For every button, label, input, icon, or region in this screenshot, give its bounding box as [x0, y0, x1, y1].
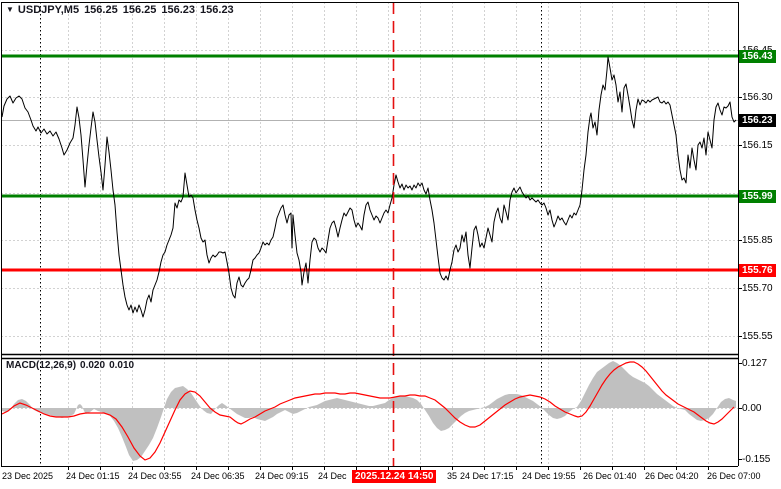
macd-main-value: 0.020 — [80, 360, 106, 371]
macd-axis-label: 0.00 — [742, 403, 762, 414]
time-axis-label: 23 Dec 2025 — [2, 471, 54, 481]
time-axis-label: 24 Dec 09:15 — [255, 471, 309, 481]
macd-signal-line — [1, 361, 735, 461]
time-axis-label: 24 Dec 01:15 — [66, 471, 120, 481]
ohlc-open: 156.25 — [84, 4, 118, 16]
price-axis-badge: 155.99 — [739, 190, 776, 203]
price-axis-label: 155.70 — [742, 283, 773, 294]
symbol-dropdown-icon[interactable]: ▼ — [6, 5, 14, 14]
price-axis-label: 155.55 — [742, 331, 773, 342]
marked-time-badge: 2025.12.24 14:50 — [352, 470, 437, 483]
price-axis-badge: 156.23 — [739, 114, 776, 127]
time-axis-label: 24 Dec 06:35 — [191, 471, 245, 481]
chart-header: ▼ USDJPY,M5 156.25 156.25 156.23 156.23 — [6, 4, 239, 16]
price-axis-badge: 155.76 — [739, 264, 776, 277]
macd-name: MACD(12,26,9) — [6, 360, 77, 371]
price-axis-label: 155.85 — [742, 235, 773, 246]
time-axis-label: 24 Dec — [318, 471, 347, 481]
time-axis-label: 35 — [447, 471, 458, 481]
macd-axis-label: -0.155 — [742, 454, 771, 465]
time-axis-label: 26 Dec 01:40 — [583, 471, 637, 481]
macd-axis-label: 0.127 — [742, 358, 768, 369]
price-axis-label: 156.30 — [742, 92, 773, 103]
macd-indicator-label: MACD(12,26,9) 0.020 0.010 — [6, 360, 138, 371]
ohlc-low: 156.23 — [161, 4, 196, 16]
time-axis-label: 26 Dec 04:20 — [645, 471, 699, 481]
macd-histogram — [2, 361, 736, 461]
time-axis-label: 24 Dec 03:55 — [128, 471, 182, 481]
price-axis-label: 156.15 — [742, 140, 773, 151]
symbol-label: USDJPY,M5 — [17, 4, 80, 16]
macd-signal-value: 0.010 — [109, 360, 135, 371]
time-axis-label: 24 Dec 19:55 — [522, 471, 576, 481]
ohlc-high: 156.25 — [122, 4, 157, 16]
time-axis-label: 24 Dec 17:15 — [460, 471, 514, 481]
price-axis-badge: 156.43 — [739, 50, 776, 63]
ohlc-close: 156.23 — [200, 4, 234, 16]
price-line — [1, 56, 737, 318]
time-axis-label: 26 Dec 07:00 — [707, 471, 761, 481]
